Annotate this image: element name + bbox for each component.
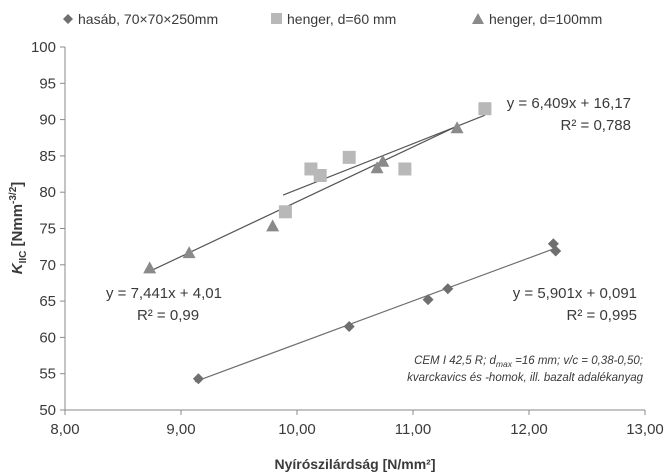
data-point-series-0	[343, 321, 355, 333]
data-point-series-0	[550, 245, 562, 257]
y-tick-label: 100	[31, 39, 56, 56]
y-tick-label: 75	[39, 221, 56, 238]
r2-hasab-text: R² = 0,995	[567, 307, 637, 324]
legend-item-henger-100: henger, d=100mm	[472, 11, 602, 27]
y-axis-title: KIIC [Nmm-3/2]	[8, 182, 29, 275]
legend-label-henger-60: henger, d=60 mm	[287, 11, 396, 27]
equation-henger-60-text: y = 6,409x + 16,17	[507, 95, 631, 112]
x-tick-label: 12,00	[510, 421, 548, 438]
legend: hasáb, 70×70×250mm henger, d=60 mm henge…	[63, 11, 602, 27]
x-tick-label: 8,00	[50, 421, 79, 438]
legend-square-marker	[271, 13, 282, 24]
x-tick-label: 9,00	[166, 421, 195, 438]
r2-henger-100-text: R² = 0,99	[137, 307, 199, 324]
data-point-series-1	[398, 162, 412, 176]
data-point-series-0	[192, 373, 204, 385]
equation-hasab: y = 5,901x + 0,091 R² = 0,995	[513, 285, 637, 324]
material-note-line-1: CEM I 42,5 R; dmax =16 mm; v/c = 0,38-0,…	[414, 355, 643, 369]
r2-henger-60-text: R² = 0,788	[561, 117, 631, 134]
equation-henger-60: y = 6,409x + 16,17 R² = 0,788	[507, 95, 631, 134]
x-axis-title: Nyírószilárdság [N/mm²]	[274, 456, 435, 472]
x-tick-label: 13,00	[626, 421, 664, 438]
data-point-series-1	[313, 169, 327, 183]
data-point-series-2	[370, 161, 384, 174]
y-tick-label: 65	[39, 293, 56, 310]
equation-hasab-text: y = 5,901x + 0,091	[513, 285, 637, 302]
data-point-series-1	[342, 150, 356, 164]
trendline-series-2	[149, 125, 458, 272]
material-note-line-2: kvarckavics és -homok, ill. bazalt adalé…	[407, 372, 643, 384]
data-point-series-2	[143, 261, 157, 274]
legend-label-henger-100: henger, d=100mm	[489, 11, 602, 27]
data-point-series-2	[376, 154, 390, 167]
data-point-series-2	[266, 219, 280, 232]
legend-diamond-marker	[63, 14, 73, 24]
legend-label-hasab: hasáb, 70×70×250mm	[78, 11, 218, 27]
data-points	[143, 102, 562, 385]
data-point-series-1	[478, 102, 492, 116]
legend-item-henger-60: henger, d=60 mm	[271, 11, 396, 27]
legend-item-hasab: hasáb, 70×70×250mm	[63, 11, 218, 27]
y-tick-label: 60	[39, 329, 56, 346]
x-tick-label: 10,00	[278, 421, 316, 438]
y-tick-label: 95	[39, 75, 56, 92]
x-axis-ticks: 8,00 9,00 10,00 11,00 12,00 13,00	[50, 410, 664, 438]
data-point-series-0	[442, 283, 454, 295]
y-tick-label: 90	[39, 112, 56, 129]
y-axis-ticks: 50 55 60 65 70 75 80 85 90 95 100	[31, 39, 65, 419]
y-tick-label: 55	[39, 366, 56, 383]
y-tick-label: 80	[39, 184, 56, 201]
equation-henger-100: y = 7,441x + 4,01 R² = 0,99	[106, 285, 222, 324]
data-point-series-2	[182, 246, 196, 259]
equation-henger-100-text: y = 7,441x + 4,01	[106, 285, 222, 302]
x-tick-label: 11,00	[395, 421, 431, 438]
y-tick-label: 70	[39, 257, 56, 274]
y-tick-label: 85	[39, 148, 56, 165]
data-point-series-0	[422, 294, 434, 306]
data-point-series-1	[278, 205, 292, 219]
material-note: CEM I 42,5 R; dmax =16 mm; v/c = 0,38-0,…	[407, 355, 643, 384]
y-tick-label: 50	[39, 402, 56, 419]
legend-triangle-marker	[472, 13, 484, 24]
trendline-series-0	[194, 247, 556, 383]
data-point-series-2	[450, 121, 464, 134]
